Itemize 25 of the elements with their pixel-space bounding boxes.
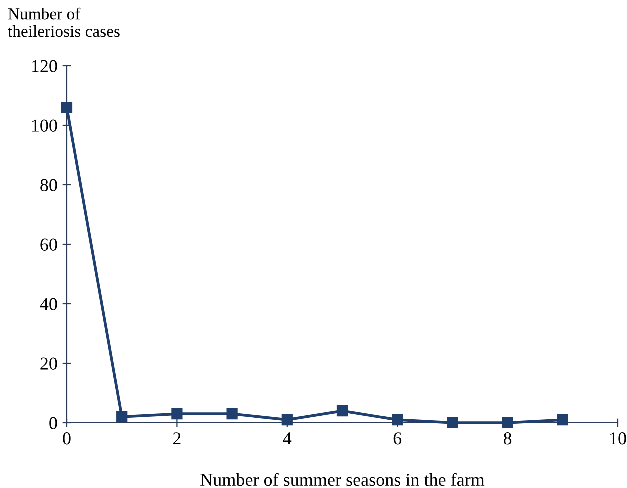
point: [336, 406, 348, 417]
point: [447, 417, 458, 429]
y-tick-label: 120: [32, 60, 58, 72]
point: [116, 411, 128, 423]
point: [557, 414, 568, 426]
x-tick-label: 8: [504, 432, 512, 445]
point: [61, 102, 73, 114]
x-tick-label: 10: [610, 432, 626, 445]
y-tick-label: 20: [40, 358, 58, 370]
x-tick-label: 4: [283, 432, 292, 445]
x-tick-label: 2: [173, 432, 181, 445]
x-axis-title: Number of summer seasons in the farm: [200, 473, 485, 486]
point: [282, 414, 293, 426]
y-tick-label: 100: [32, 120, 58, 132]
x-tick-label: 6: [394, 432, 402, 445]
y-tick-label: 60: [40, 238, 58, 251]
point: [502, 417, 514, 429]
point: [172, 408, 183, 420]
y-axis-title: Number of theileriosis cases: [8, 8, 120, 38]
x-tick-label: 0: [63, 432, 71, 445]
point: [392, 414, 404, 426]
y-tick-label: 0: [50, 417, 58, 430]
y-tick-label: 40: [40, 298, 58, 310]
point: [226, 408, 238, 420]
y-tick-label: 80: [40, 179, 58, 192]
